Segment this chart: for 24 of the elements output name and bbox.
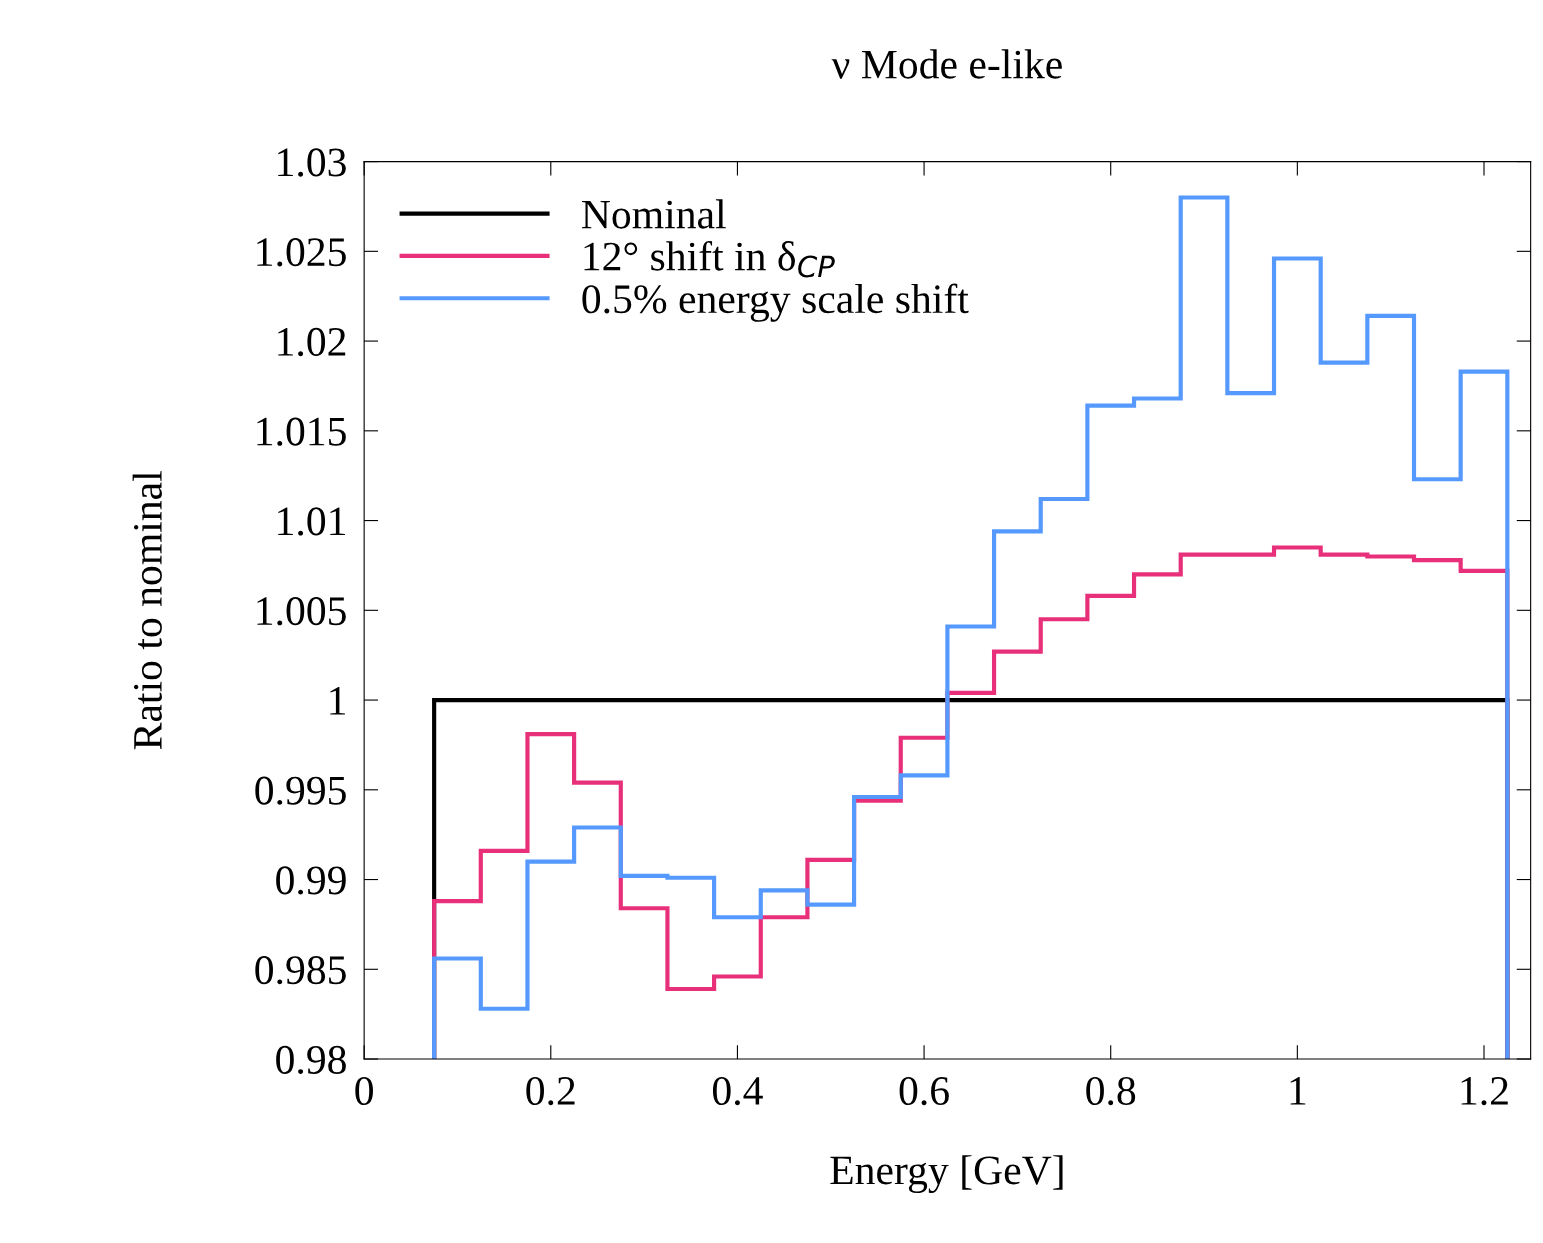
y-tick-label: 1.03 <box>278 148 346 177</box>
x-tick-label: 0.8 <box>1086 1076 1136 1106</box>
y-tick-label: 0.99 <box>276 866 346 895</box>
x-tick-label: 1 <box>1290 1077 1306 1105</box>
y-tick-label: 1 <box>330 687 345 715</box>
x-tick-label: 0.2 <box>526 1076 575 1106</box>
y-tick-label: 1.005 <box>257 597 346 626</box>
x-tick-label: 0 <box>355 1076 373 1106</box>
y-axis-title: Ratio to nominal <box>132 471 162 750</box>
x-tick-label: 0.6 <box>899 1076 949 1106</box>
x-tick-label: 0.4 <box>712 1076 763 1106</box>
x-axis-title: Energy [GeV] <box>830 1155 1063 1194</box>
y-tick-label: 1.015 <box>257 417 346 446</box>
x-tick-label: 1.2 <box>1461 1077 1508 1106</box>
legend-label: 0.5% energy scale shift <box>582 283 969 322</box>
y-tick-label: 0.98 <box>276 1045 346 1075</box>
chart-title: ν Mode e-like <box>831 49 1062 79</box>
y-tick-label: 0.995 <box>255 776 346 805</box>
y-tick-label: 0.985 <box>255 956 346 985</box>
y-tick-label: 1.02 <box>278 327 346 357</box>
legend-label: Nominal <box>582 199 726 229</box>
y-tick-label: 1.025 <box>257 238 346 267</box>
y-tick-label: 1.01 <box>278 507 345 536</box>
legend-label: 12° shift in δ$_{CP}$ <box>584 240 835 278</box>
